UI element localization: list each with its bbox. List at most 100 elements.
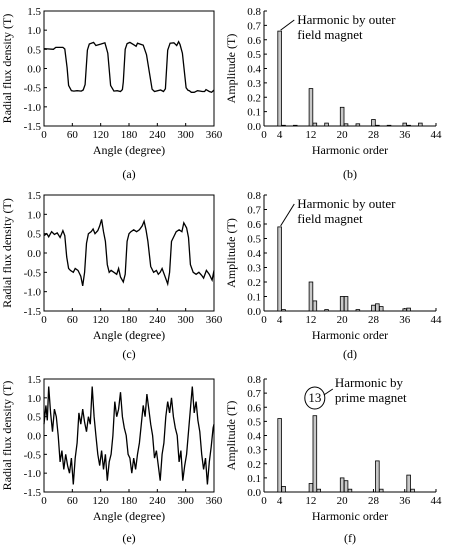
chart-f-bar-h38: [410, 488, 415, 493]
chart-a-panel-label: (a): [122, 167, 135, 181]
chart-b-y-tick-label: 0.3: [247, 78, 261, 90]
chart-e-waveform-line: [43, 386, 215, 485]
chart-f-x-tick-label: 12: [305, 495, 316, 507]
chart-b-y-tick-label: 0.0: [247, 121, 261, 133]
chart-b-bar-h20: [339, 106, 345, 127]
chart-f-bar-h12: [308, 483, 314, 493]
chart-e-x-axis-title: Angle (degree): [93, 509, 165, 523]
chart-d-y-tick-label: 0.2: [247, 277, 261, 289]
chart-e-y-tick-label: -1.5: [24, 487, 42, 499]
chart-d-bar-h30: [378, 306, 384, 312]
chart-f-y-tick-label: 0.2: [247, 459, 261, 471]
chart-f-x-tick-label: 44: [431, 495, 443, 507]
chart-a-y-tick-label: 0.5: [27, 44, 41, 56]
chart-d-y-tick-label: 0.6: [247, 219, 261, 231]
chart-f-bar-h21: [343, 480, 349, 493]
chart-f-x-tick-label: 36: [399, 495, 411, 507]
chart-f-x-tick-label: 4: [277, 495, 283, 507]
chart-f-x-axis-title: Harmonic order: [312, 509, 388, 523]
chart-d-x-axis-title: Harmonic order: [312, 328, 388, 342]
chart-e-y-tick-label: -0.5: [24, 449, 42, 461]
chart-b-x-tick-label: 0: [261, 129, 267, 141]
chart-c-y-tick-label: -1.0: [24, 287, 42, 299]
chart-f-circle-label: 13: [308, 390, 321, 405]
chart-d-x-tick-label: 20: [337, 314, 349, 326]
chart-b-bar-h8: [292, 124, 298, 127]
chart-a-y-tick-label: -1.5: [24, 121, 42, 133]
chart-d-x-tick-label: 36: [399, 314, 411, 326]
chart-d-bar-h37: [406, 307, 411, 312]
chart-f-bar-h29: [375, 460, 380, 493]
chart-b-bar-h40: [418, 122, 423, 127]
chart-f-bar-h13: [312, 415, 318, 493]
chart-e-x-tick-label: 120: [92, 495, 109, 507]
chart-c-x-tick-label: 300: [177, 314, 194, 326]
chart-f-bar-h20: [339, 477, 345, 493]
chart-e-x-tick-label: 180: [121, 495, 138, 507]
chart-d-y-tick-label: 0.7: [247, 205, 261, 217]
chart-d-panel-label: (d): [343, 347, 357, 361]
chart-b-x-axis-title: Harmonic order: [312, 143, 388, 157]
chart-c-x-tick-label: 0: [41, 314, 47, 326]
chart-f-panel-label: (f): [344, 531, 356, 545]
chart-c-y-tick-label: -1.5: [24, 306, 42, 318]
chart-b-y-tick-label: 0.5: [247, 49, 261, 61]
chart-f-y-tick-label: 0.6: [247, 402, 261, 414]
chart-d-bar-h5: [281, 309, 286, 312]
chart-d-bar-h24: [355, 309, 361, 312]
chart-a-waveform-line: [43, 40, 215, 94]
chart-f-x-tick-label: 28: [368, 495, 380, 507]
chart-a-x-tick-label: 240: [149, 129, 166, 141]
chart-f-circle-marker: [304, 386, 326, 410]
chart-f-y-tick-label: 0.1: [247, 473, 261, 485]
chart-b-bar-h4: [277, 30, 282, 127]
chart-a-x-axis-title: Angle (degree): [93, 143, 165, 157]
chart-b-bar-h32: [386, 124, 392, 127]
chart-e-x-tick-label: 300: [177, 495, 194, 507]
chart-b-annotation-pointer: [280, 19, 295, 31]
chart-c-y-tick-label: -0.5: [24, 267, 42, 279]
chart-e-panel-label: (e): [122, 531, 135, 545]
chart-d-x-tick-label: 4: [277, 314, 283, 326]
chart-f-y-tick-label: 0.4: [247, 431, 261, 443]
chart-b-x-tick-label: 36: [399, 129, 411, 141]
chart-b-y-tick-label: 0.4: [247, 64, 261, 76]
chart-b-x-tick-label: 4: [277, 129, 283, 141]
chart-c-y-tick-label: 1.0: [27, 209, 41, 221]
chart-d-y-tick-label: 0.5: [247, 234, 261, 246]
chart-b-y-tick-label: 0.6: [247, 35, 261, 47]
chart-b-bar-h29: [375, 124, 380, 127]
chart-a-x-tick-label: 360: [206, 129, 223, 141]
chart-e-x-tick-label: 360: [206, 495, 223, 507]
chart-b-bar-h12: [308, 88, 314, 127]
chart-d-x-tick-label: 12: [305, 314, 316, 326]
chart-d-annotation: Harmonic by outer field magnet: [297, 196, 396, 226]
chart-c-y-tick-label: 1.5: [27, 190, 41, 202]
chart-d-y-tick-label: 0.3: [247, 263, 261, 275]
chart-d-x-tick-label: 0: [261, 314, 267, 326]
chart-f-y-tick-label: 0.3: [247, 445, 261, 457]
chart-d-y-axis-title: Amplitude (T): [224, 218, 238, 288]
chart-b-bar-h5: [281, 124, 286, 127]
chart-e-y-tick-label: 1.0: [27, 393, 41, 405]
chart-c-y-tick-label: 0.5: [27, 229, 41, 241]
chart-c-plot-frame: [43, 194, 215, 312]
chart-f-annotation-pointer: [323, 388, 334, 396]
chart-b-panel-label: (b): [343, 167, 357, 181]
chart-f-bar-h37: [406, 474, 411, 493]
chart-b-x-tick-label: 12: [305, 129, 316, 141]
chart-b-bar-h16: [324, 122, 329, 127]
chart-f-bar-h14: [316, 488, 321, 493]
chart-a-y-tick-label: -0.5: [24, 83, 42, 95]
chart-b-y-tick-label: 0.1: [247, 107, 261, 119]
chart-d-y-tick-label: 0.0: [247, 306, 261, 318]
chart-a-x-tick-label: 180: [121, 129, 138, 141]
chart-f-bar-h30: [378, 488, 384, 493]
chart-e-y-axis-title: Radial flux density (T): [0, 381, 14, 491]
chart-b-x-tick-label: 20: [337, 129, 349, 141]
chart-e-y-tick-label: 0.0: [27, 431, 41, 443]
chart-d-bar-h16: [324, 309, 329, 312]
chart-b-y-axis-title: Amplitude (T): [224, 34, 238, 104]
chart-c-x-tick-label: 60: [67, 314, 79, 326]
chart-e-x-tick-label: 60: [67, 495, 79, 507]
